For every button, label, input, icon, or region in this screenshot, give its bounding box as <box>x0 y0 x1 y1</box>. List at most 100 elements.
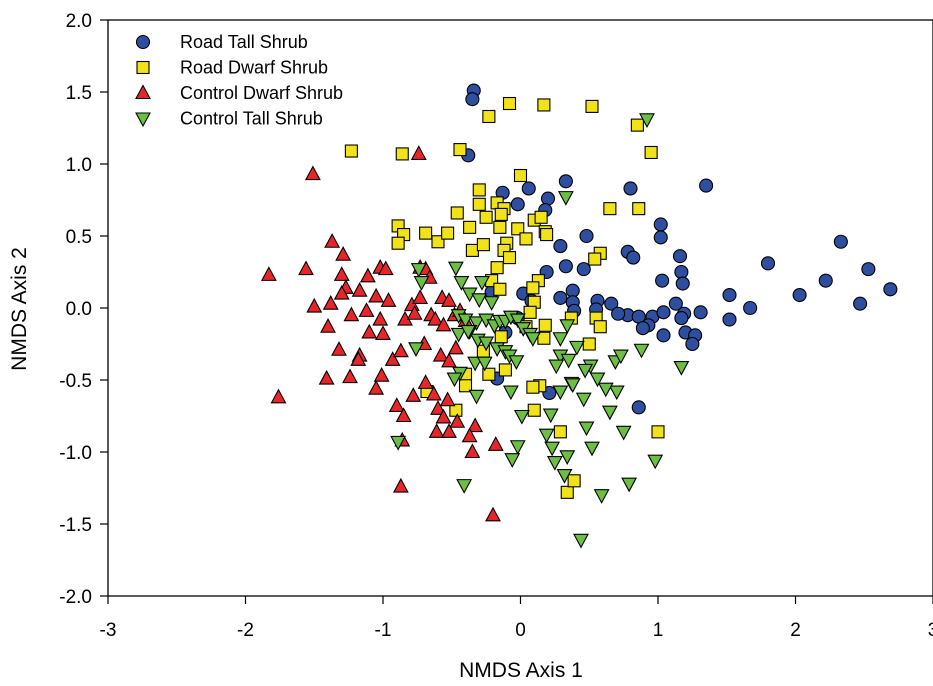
legend-item-control-dwarf-shrub: Control Dwarf Shrub <box>135 83 343 103</box>
data-point <box>468 316 485 332</box>
data-point <box>412 289 429 304</box>
data-point <box>298 260 314 276</box>
data-point <box>432 346 449 362</box>
data-point <box>553 290 568 305</box>
data-point <box>351 282 368 297</box>
data-point <box>456 479 473 494</box>
data-point <box>471 293 488 309</box>
x-tick-label: 1 <box>653 620 664 641</box>
data-point <box>603 202 617 216</box>
data-point <box>612 349 629 365</box>
x-tick-label: -3 <box>100 620 117 641</box>
data-point <box>513 168 528 183</box>
triangle-up-marker-icon <box>135 84 151 100</box>
data-point <box>656 328 671 343</box>
data-point <box>548 359 565 375</box>
data-point <box>425 385 442 401</box>
data-point <box>435 408 452 424</box>
data-point <box>391 236 405 250</box>
data-point <box>743 300 758 316</box>
data-point <box>406 305 423 320</box>
data-point <box>526 281 540 295</box>
data-point <box>597 382 614 398</box>
data-point <box>472 183 486 197</box>
data-point <box>427 310 444 326</box>
y-tick-label: 1.5 <box>66 83 92 104</box>
data-point <box>410 263 427 278</box>
data-point <box>537 98 551 112</box>
data-point <box>511 222 525 236</box>
data-point <box>585 99 599 113</box>
data-point <box>431 235 445 249</box>
data-point <box>675 276 690 291</box>
data-point <box>651 425 665 439</box>
x-axis-title: NMDS Axis 1 <box>459 659 583 682</box>
data-point <box>538 318 552 332</box>
data-point <box>479 210 493 224</box>
data-point <box>361 323 378 339</box>
legend-label: Control Tall Shrub <box>180 109 323 129</box>
data-point <box>633 343 650 359</box>
legend-marker-shape <box>136 60 150 75</box>
data-point <box>493 220 507 234</box>
data-point <box>375 325 391 340</box>
data-point <box>674 264 689 280</box>
data-point <box>552 332 569 347</box>
data-point <box>632 202 646 216</box>
data-point <box>428 423 445 438</box>
data-point <box>373 367 390 382</box>
data-point <box>527 403 541 417</box>
data-point <box>413 276 430 291</box>
data-point <box>559 319 576 334</box>
data-point <box>558 259 573 274</box>
data-point <box>384 351 401 366</box>
data-point <box>760 256 776 271</box>
data-point <box>537 331 551 345</box>
legend-item-road-dwarf-shrub: Road Dwarf Shrub <box>136 58 328 78</box>
data-point <box>476 356 493 372</box>
data-point <box>626 250 641 265</box>
data-point <box>564 378 581 393</box>
data-point <box>567 474 581 488</box>
data-point <box>575 392 592 408</box>
data-point <box>335 246 352 261</box>
data-point <box>494 330 508 344</box>
y-tick-label: 0.5 <box>66 227 92 248</box>
y-tick-label: 0.0 <box>66 299 92 320</box>
data-point <box>639 113 655 129</box>
data-point <box>377 260 394 276</box>
data-point <box>509 440 526 455</box>
data-point <box>861 262 876 277</box>
y-axis-title: NMDS Axis 2 <box>8 247 31 371</box>
data-point <box>482 367 496 381</box>
data-point <box>465 92 480 107</box>
data-point <box>350 351 367 366</box>
data-point <box>578 421 595 437</box>
data-point <box>453 143 467 157</box>
data-point <box>306 297 323 313</box>
data-point <box>447 261 464 277</box>
data-point <box>546 456 563 471</box>
data-point <box>653 217 668 232</box>
data-point <box>502 96 517 111</box>
data-point <box>463 220 477 234</box>
data-point <box>467 417 484 433</box>
data-point <box>653 230 668 245</box>
data-point <box>584 441 600 457</box>
data-point <box>504 453 521 468</box>
data-point <box>450 327 467 343</box>
data-point <box>623 181 638 196</box>
data-point <box>540 191 556 206</box>
data-point <box>320 318 336 333</box>
data-point <box>447 339 464 355</box>
data-point <box>685 336 700 352</box>
data-point <box>883 282 898 297</box>
data-point <box>333 284 350 300</box>
data-point <box>458 379 473 393</box>
y-tick-label: -2.0 <box>59 587 92 608</box>
data-point <box>318 369 335 385</box>
data-point <box>331 341 347 356</box>
data-point <box>818 273 833 288</box>
y-tick-label: -1.0 <box>59 443 92 464</box>
